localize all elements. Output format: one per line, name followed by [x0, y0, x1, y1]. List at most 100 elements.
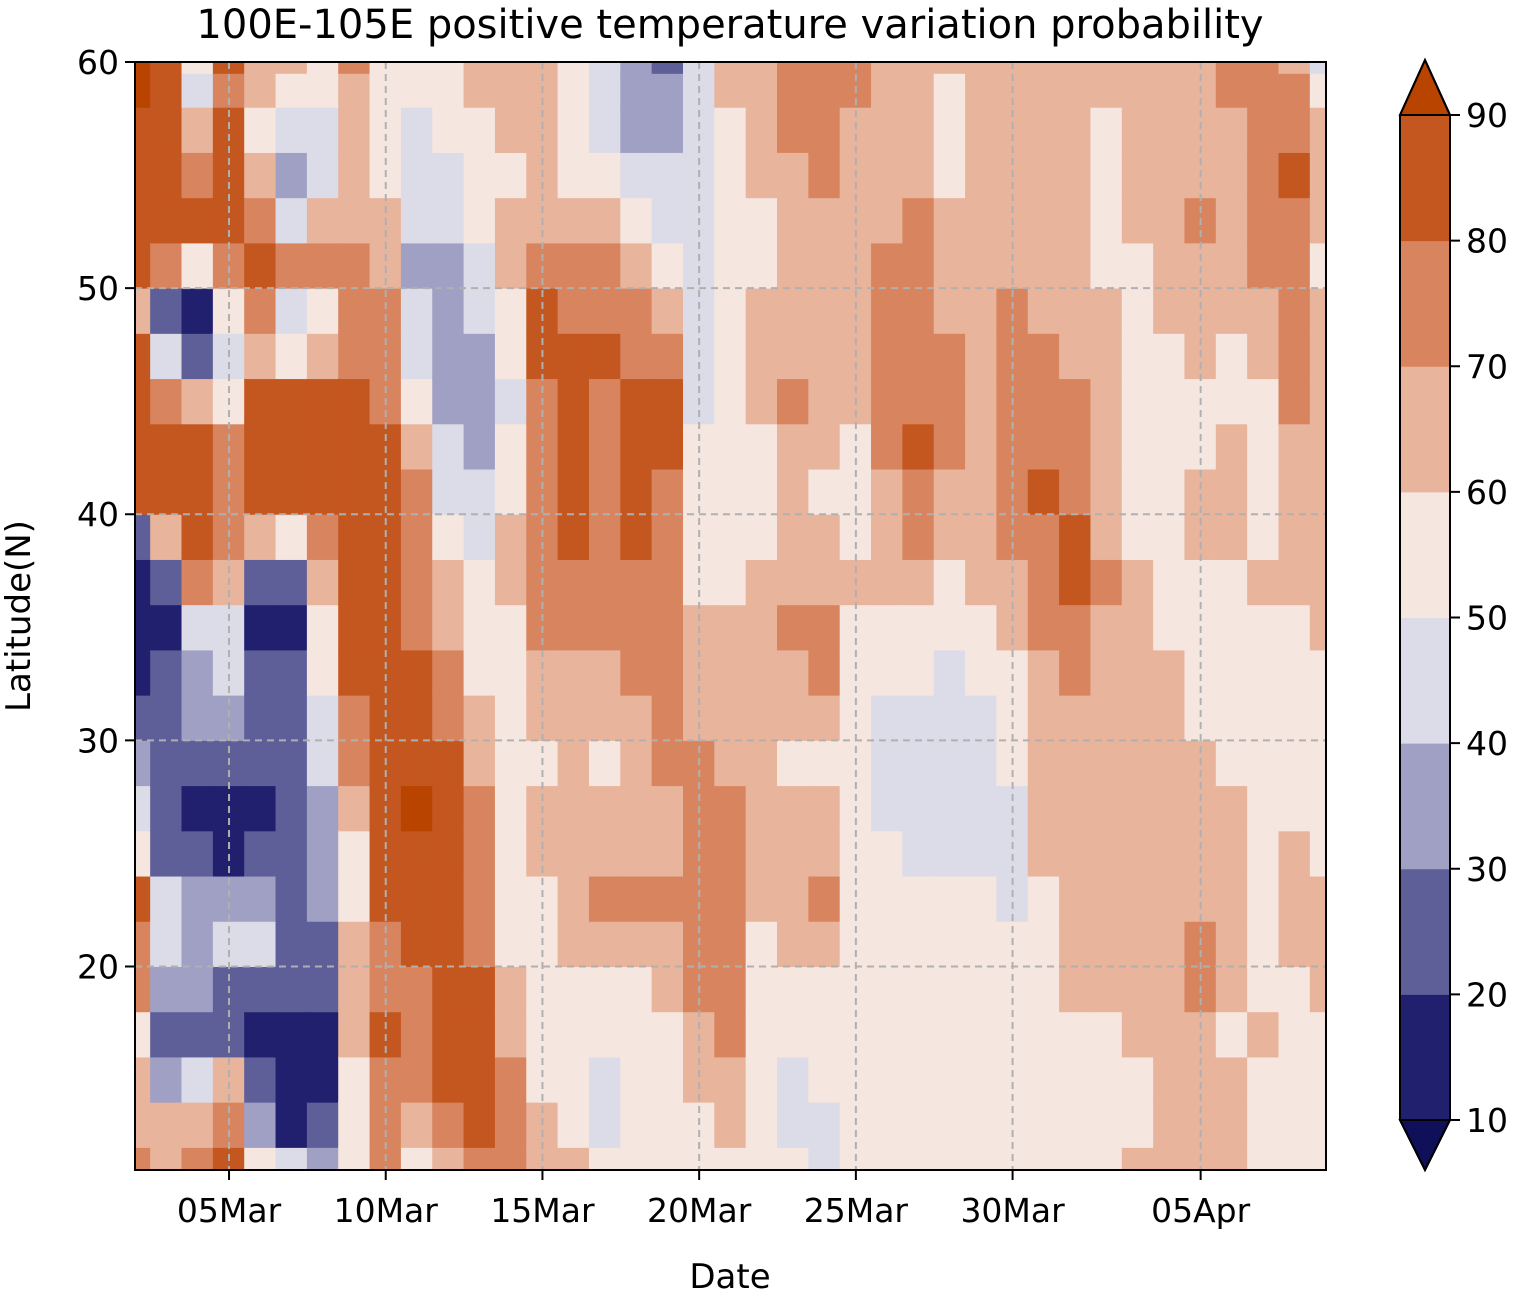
contour-cell: [651, 72, 684, 108]
contour-cell: [494, 558, 528, 606]
contour-cell: [1278, 1011, 1311, 1058]
contour-cell: [745, 739, 779, 787]
contour-cell: [745, 72, 779, 108]
contour-cell: [808, 920, 841, 967]
contour-cell: [432, 1056, 465, 1103]
contour-cell: [150, 197, 183, 244]
y-tick-label: 30: [77, 721, 119, 760]
contour-cell: [306, 1056, 340, 1103]
contour-cell: [1278, 965, 1311, 1013]
contour-cell: [871, 378, 904, 425]
contour-cell: [1309, 513, 1326, 560]
contour-cell: [933, 739, 967, 787]
contour-cell: [620, 558, 653, 606]
contour-cell: [494, 649, 528, 696]
contour-cell: [651, 920, 684, 967]
contour-cell: [306, 287, 340, 334]
contour-cell: [745, 604, 779, 651]
contour-cell: [588, 378, 622, 425]
contour-cell: [338, 72, 371, 108]
contour-cell: [1059, 830, 1092, 877]
contour-cell: [745, 151, 779, 199]
contour-cell: [135, 378, 152, 425]
contour-cell: [933, 604, 967, 651]
contour-cell: [902, 830, 935, 877]
contour-cell: [1059, 1146, 1092, 1170]
contour-cell: [1309, 151, 1326, 199]
contour-cell: [135, 62, 152, 74]
contour-cell: [965, 197, 998, 244]
contour-cell: [1027, 332, 1061, 380]
contour-cell: [557, 72, 590, 108]
contour-cell: [1153, 875, 1186, 922]
contour-cell: [1153, 965, 1186, 1013]
contour-cell: [181, 694, 214, 741]
contour-cell: [1309, 1146, 1326, 1170]
contour-cell: [651, 242, 684, 289]
contour-cell: [1059, 378, 1092, 425]
contour-cell: [808, 875, 841, 922]
contour-cell: [620, 694, 653, 741]
contour-cell: [150, 739, 183, 787]
contour-cell: [1247, 62, 1280, 74]
contour-cell: [777, 62, 810, 74]
contour-cell: [463, 423, 496, 470]
contour-cell: [871, 106, 904, 153]
contour-cell: [400, 197, 434, 244]
contour-cell: [1153, 106, 1186, 153]
x-tick-label: 10Mar: [334, 1191, 439, 1230]
contour-cell: [432, 558, 465, 606]
contour-cell: [1027, 423, 1061, 470]
contour-cell: [135, 423, 152, 470]
contour-cell: [557, 830, 590, 877]
contour-cell: [1027, 197, 1061, 244]
contour-cell: [745, 242, 779, 289]
contour-cell: [651, 649, 684, 696]
contour-cell: [1121, 242, 1155, 289]
contour-cell: [588, 1101, 622, 1148]
contour-cell: [275, 242, 308, 289]
contour-cell: [777, 830, 810, 877]
contour-cell: [1278, 1101, 1311, 1148]
contour-cell: [306, 62, 340, 74]
contour-cell: [871, 830, 904, 877]
contour-cell: [1309, 468, 1326, 515]
contour-cell: [745, 1146, 779, 1170]
contour-cell: [620, 1056, 653, 1103]
contour-cell: [965, 558, 998, 606]
contour-cell: [1059, 423, 1092, 470]
contour-cell: [432, 1146, 465, 1170]
contour-cell: [777, 1101, 810, 1148]
contour-cell: [557, 604, 590, 651]
contour-cell: [306, 72, 340, 108]
contour-cell: [1027, 1011, 1061, 1058]
contour-cell: [620, 72, 653, 108]
contour-cell: [620, 875, 653, 922]
contour-cell: [1309, 965, 1326, 1013]
contour-cell: [777, 1146, 810, 1170]
contour-cell: [306, 1146, 340, 1170]
contour-cell: [1153, 62, 1186, 74]
contour-cell: [1309, 72, 1326, 108]
contour-cell: [808, 332, 841, 380]
contour-cell: [463, 62, 496, 74]
contour-cell: [651, 739, 684, 787]
contour-cell: [588, 1011, 622, 1058]
plot-frame: [134, 61, 1327, 1171]
contour-cell: [588, 830, 622, 877]
contour-cell: [902, 242, 935, 289]
contour-cell: [871, 423, 904, 470]
contour-cell: [1027, 72, 1061, 108]
contour-cell: [745, 197, 779, 244]
contour-cell: [871, 558, 904, 606]
contour-cell: [1247, 920, 1280, 967]
contour-cell: [557, 558, 590, 606]
contour-cell: [557, 197, 590, 244]
contour-cell: [1090, 694, 1123, 741]
colorbar-segment: [1400, 491, 1450, 618]
contour-cell: [432, 1011, 465, 1058]
x-tick-label: 05Apr: [1151, 1191, 1251, 1230]
contour-cell: [651, 197, 684, 244]
contour-cell: [1309, 920, 1326, 967]
contour-cell: [745, 920, 779, 967]
